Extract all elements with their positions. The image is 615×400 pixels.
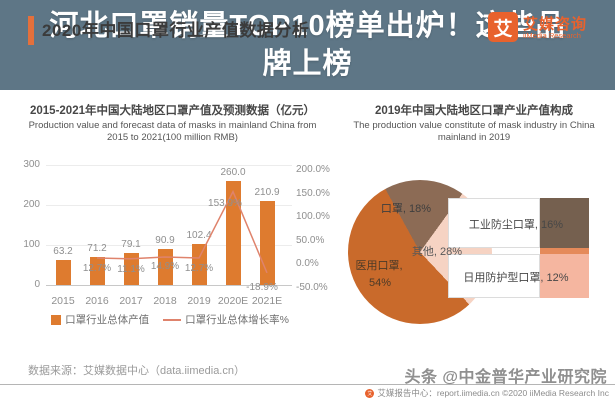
- secondary-axis-tick: 100.0%: [296, 211, 330, 222]
- category-label: 2018: [153, 295, 177, 307]
- pie-slice-label: 口罩, 18%: [380, 203, 432, 215]
- data-source-note: 数据来源：艾媒数据中心（data.iimedia.cn）: [28, 365, 245, 377]
- legend-label-growth: 口罩行业总体增长率%: [185, 314, 289, 326]
- breakdown-color-block: [540, 254, 589, 298]
- x-axis-line: [46, 285, 292, 286]
- gridline: [46, 165, 292, 166]
- legend-label-production: 口罩行业总体产值: [65, 314, 150, 326]
- growth-value-label: 153.9%: [208, 197, 242, 209]
- bar-value-label: 210.9: [254, 186, 280, 198]
- iimedia-logo-icon: 艾: [488, 12, 518, 42]
- category-label: 2016: [85, 295, 109, 307]
- bar-chart-title: 2015-2021年中国大陆地区口罩产值及预测数据（亿元）: [30, 105, 315, 117]
- pie-chart-subtitle-en: The production value constitute of mask …: [353, 120, 595, 143]
- breakdown-label-box: [448, 254, 540, 298]
- y-axis-tick: 100: [23, 239, 40, 250]
- bar-chart-title-block: 2015-2021年中国大陆地区口罩产值及预测数据（亿元） Production…: [20, 104, 325, 143]
- pie-chart-title: 2019年中国大陆地区口罩产业产值构成: [374, 105, 574, 117]
- y-axis-tick: 0: [34, 279, 40, 290]
- legend-item-production: 口罩行业总体产值: [51, 312, 149, 327]
- bar-chart-subtitle-en: Production value and forecast data of ma…: [28, 120, 317, 143]
- y-axis-tick: 200: [23, 199, 40, 210]
- bar-chart-legend: 口罩行业总体产值 口罩行业总体增长率%: [30, 312, 310, 327]
- bar-value-label: 260.0: [220, 167, 246, 178]
- breakdown-label: 日用防护型口罩, 12%: [463, 272, 569, 284]
- legend-item-growth: 口罩行业总体增长率%: [163, 312, 289, 327]
- headline-line-1: 河北口罩销量TOP10榜单出炉！这些品: [49, 10, 566, 42]
- iimedia-badge-icon: 艾: [365, 388, 375, 398]
- report-center-text: 艾媒报告中心：report.iimedia.cn ©2020 iiMedia R…: [377, 388, 609, 398]
- brand-name-cn: 艾媒咨询: [523, 16, 588, 33]
- report-center-row: 艾 艾媒报告中心：report.iimedia.cn ©2020 iiMedia…: [365, 387, 609, 399]
- secondary-axis-tick: 150.0%: [296, 187, 330, 199]
- category-label: 2020E: [217, 295, 249, 307]
- legend-bar-swatch-icon: [51, 314, 62, 325]
- bar: [225, 181, 241, 285]
- breakdown-divider: [540, 248, 589, 254]
- y-axis-tick: 300: [23, 159, 40, 170]
- secondary-axis-tick: 0.0%: [296, 258, 319, 269]
- secondary-axis-tick: 200.0%: [296, 164, 330, 175]
- breakdown-label: 工业防尘口罩, 16%: [468, 219, 564, 231]
- page-title: 2020年中国口罩行业产值数据分析: [42, 21, 310, 40]
- breakdown-label-box: [448, 198, 540, 248]
- headline-line-2: 牌上榜: [262, 48, 353, 80]
- growth-value-label: 12.7%: [184, 263, 214, 275]
- category-label: 2017: [119, 295, 143, 307]
- bar: [55, 259, 71, 285]
- bar: [259, 200, 275, 285]
- category-label: 2019: [187, 295, 211, 307]
- secondary-axis-tick: 50.0%: [296, 234, 325, 246]
- pie-slice-label: 54%: [368, 277, 392, 289]
- pie-slice-label: 医用口罩,: [355, 260, 403, 272]
- footer-divider: [0, 384, 615, 385]
- category-label: 2021E: [251, 295, 283, 307]
- pie-slice-label: 其他, 28%: [411, 246, 463, 258]
- legend-line-swatch-icon: [163, 318, 182, 321]
- bar-value-label: 102.4: [186, 230, 212, 242]
- secondary-axis-tick: -50.0%: [296, 281, 328, 293]
- growth-value-label: -18.9%: [246, 281, 278, 293]
- gridline: [46, 205, 292, 206]
- brand-name-en: iiMedia Research: [523, 31, 581, 40]
- pie-chart-title-block: 2019年中国大陆地区口罩产业产值构成 The production value…: [338, 104, 610, 143]
- bar-value-label: 63.2: [53, 245, 73, 257]
- title-accent-bar: [28, 16, 34, 45]
- category-label: 2015: [51, 295, 75, 307]
- watermark: 头条 @中金普华产业研究院: [404, 369, 607, 386]
- breakdown-color-block: [540, 198, 589, 248]
